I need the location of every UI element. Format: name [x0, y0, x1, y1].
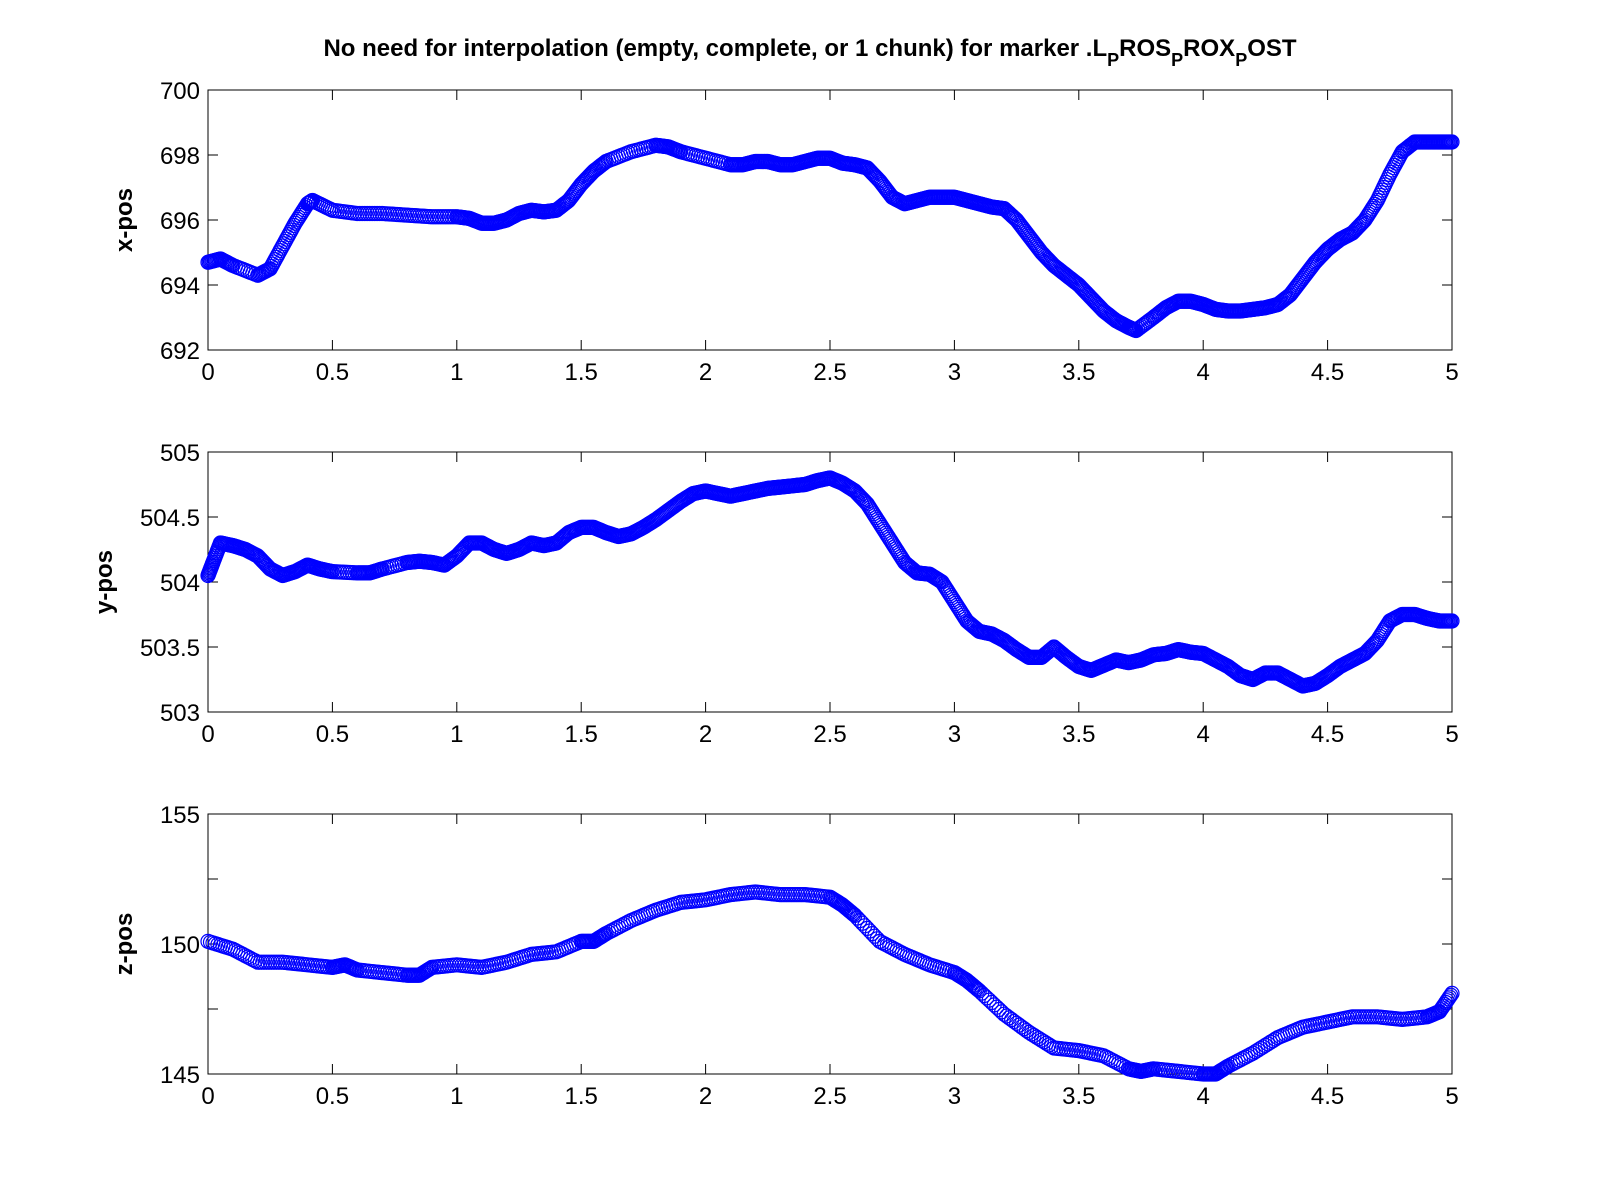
x-tick-label: 3.5	[1062, 359, 1095, 386]
data-point	[1444, 985, 1460, 1002]
y-tick-label: 155	[160, 802, 200, 829]
y-tick-label: 505	[160, 440, 200, 467]
x-tick-label: 0	[201, 721, 214, 748]
data-point	[1443, 987, 1459, 1003]
data-point	[1444, 613, 1460, 629]
data-point	[855, 492, 872, 508]
figure-title-part: P	[1235, 50, 1247, 70]
y-axis-label: x-pos	[111, 188, 138, 252]
plot-area	[207, 813, 1453, 1075]
subplot-y-pos: 0 0.5 1 1.5 2 2.5 3 3.5 4 4.5 5 503 503.5 504 504.5 505…	[91, 440, 1460, 748]
y-axis-label: z-pos	[111, 913, 138, 976]
x-tick-label: 3.5	[1062, 721, 1095, 748]
figure-title: No need for interpolation (empty, comple…	[323, 35, 1296, 70]
x-tick-label: 0	[201, 1083, 214, 1110]
x-tick-label: 4	[1197, 359, 1210, 386]
y-tick-label: 503.5	[140, 635, 200, 662]
y-tick-label: 145	[160, 1062, 200, 1089]
data-point	[1011, 1017, 1027, 1033]
y-tick-label: 692	[160, 338, 200, 365]
subplot-x-pos: 0 0.5 1 1.5 2 2.5 3 3.5 4 4.5 5 692 694 696 698 700 x-po…	[111, 78, 1460, 386]
series-markers	[200, 884, 1460, 1082]
x-tick-label: 3	[948, 1083, 961, 1110]
subplot-z-pos: 0 0.5 1 1.5 2 2.5 3 3.5 4 4.5 5 145 150 155 z-pos	[111, 802, 1460, 1110]
data-point	[1440, 991, 1456, 1007]
data-point	[1007, 211, 1023, 227]
data-point	[970, 982, 986, 998]
x-tick-label: 1.5	[565, 359, 598, 386]
x-tick-label: 1.5	[565, 721, 598, 748]
data-point	[996, 1006, 1012, 1022]
y-tick-label: 150	[160, 932, 200, 959]
y-tick-label: 696	[160, 208, 200, 235]
figure-title-part: ROX	[1183, 35, 1235, 62]
data-point	[1013, 1019, 1030, 1035]
x-tick-label: 4	[1197, 1083, 1210, 1110]
plot-area	[207, 451, 1453, 713]
data-point	[846, 906, 862, 922]
x-tick-label: 0.5	[316, 359, 349, 386]
y-axis-label: y-pos	[91, 550, 118, 614]
data-point	[1444, 134, 1460, 150]
series-markers	[200, 134, 1460, 339]
y-tick-label: 504	[160, 570, 200, 597]
data-point	[967, 980, 984, 996]
x-tick-label: 3	[948, 359, 961, 386]
y-tick-label: 700	[160, 78, 200, 105]
figure-title-part: P	[1107, 50, 1119, 70]
data-point	[1353, 216, 1369, 232]
data-point	[1004, 1012, 1020, 1028]
series-markers	[200, 470, 1460, 694]
x-tick-label: 3	[948, 721, 961, 748]
x-tick-label: 2.5	[813, 359, 846, 386]
y-tick-label: 698	[160, 143, 200, 170]
figure-title-part: P	[1171, 50, 1183, 70]
x-tick-label: 5	[1445, 721, 1458, 748]
figure-title-part: No need for interpolation (empty, comple…	[323, 35, 1107, 62]
x-tick-label: 4.5	[1311, 1083, 1344, 1110]
figure-title-part: OST	[1247, 35, 1297, 62]
data-point	[1366, 636, 1382, 653]
x-tick-label: 2.5	[813, 721, 846, 748]
x-tick-label: 2	[699, 359, 712, 386]
x-tick-label: 0.5	[316, 721, 349, 748]
x-tick-label: 1	[450, 359, 463, 386]
x-tick-label: 2.5	[813, 1083, 846, 1110]
x-tick-label: 0	[201, 359, 214, 386]
x-tick-label: 1	[450, 1083, 463, 1110]
x-tick-label: 2	[699, 1083, 712, 1110]
x-tick-label: 4.5	[1311, 359, 1344, 386]
data-point	[999, 1008, 1015, 1024]
x-tick-label: 3.5	[1062, 1083, 1095, 1110]
x-tick-label: 0.5	[316, 1083, 349, 1110]
x-tick-label: 4	[1197, 721, 1210, 748]
x-tick-label: 2	[699, 721, 712, 748]
y-tick-label: 503	[160, 700, 200, 727]
data-point	[1008, 1015, 1025, 1031]
data-point	[1265, 1033, 1281, 1049]
x-tick-label: 4.5	[1311, 721, 1344, 748]
data-point	[843, 904, 859, 920]
data-point	[1441, 989, 1458, 1005]
data-point	[1006, 1013, 1022, 1030]
y-tick-label: 694	[160, 273, 200, 300]
y-tick-label: 504.5	[140, 505, 200, 532]
x-tick-label: 1.5	[565, 1083, 598, 1110]
x-tick-label: 5	[1445, 359, 1458, 386]
x-tick-label: 5	[1445, 1083, 1458, 1110]
data-point	[1001, 1010, 1017, 1026]
figure-title-part: ROS	[1119, 35, 1171, 62]
x-tick-label: 1	[450, 721, 463, 748]
